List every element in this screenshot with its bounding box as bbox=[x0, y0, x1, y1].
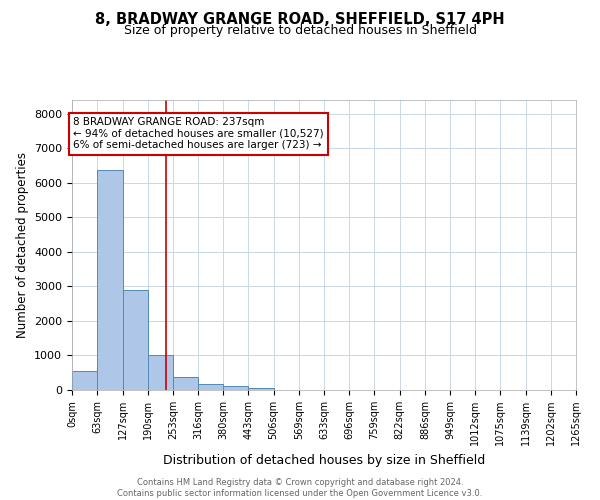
Bar bbox=[198, 384, 223, 390]
Y-axis label: Number of detached properties: Number of detached properties bbox=[16, 152, 29, 338]
X-axis label: Distribution of detached houses by size in Sheffield: Distribution of detached houses by size … bbox=[163, 454, 485, 466]
Bar bbox=[97, 170, 122, 390]
Text: 8, BRADWAY GRANGE ROAD, SHEFFIELD, S17 4PH: 8, BRADWAY GRANGE ROAD, SHEFFIELD, S17 4… bbox=[95, 12, 505, 28]
Text: Contains HM Land Registry data © Crown copyright and database right 2024.
Contai: Contains HM Land Registry data © Crown c… bbox=[118, 478, 482, 498]
Bar bbox=[173, 376, 198, 390]
Bar bbox=[223, 386, 248, 390]
Bar bbox=[122, 290, 148, 390]
Bar bbox=[72, 370, 97, 390]
Text: 8 BRADWAY GRANGE ROAD: 237sqm
← 94% of detached houses are smaller (10,527)
6% o: 8 BRADWAY GRANGE ROAD: 237sqm ← 94% of d… bbox=[73, 118, 323, 150]
Text: Size of property relative to detached houses in Sheffield: Size of property relative to detached ho… bbox=[124, 24, 476, 37]
Bar bbox=[148, 356, 173, 390]
Bar bbox=[248, 388, 274, 390]
